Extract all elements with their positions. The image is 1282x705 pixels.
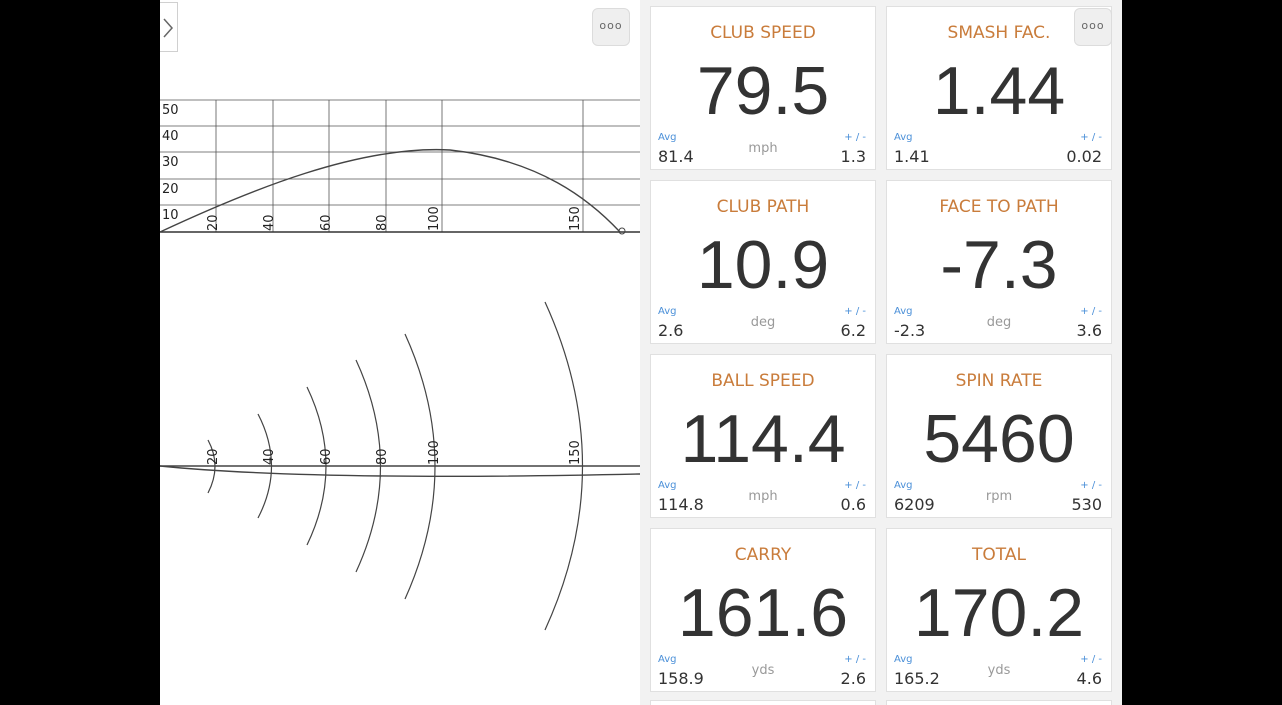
metric-unit: rpm [985,489,1013,504]
trajectory-panel: ooo [160,0,640,705]
arc-tick: 150 [568,440,583,465]
metric-title: CARRY [734,545,792,565]
metric-unit: yds [987,663,1011,678]
deviation-value: 530 [1071,495,1102,514]
top-view-chart: 20 40 60 80 100 150 [160,301,640,631]
plus-minus-label: + / - [844,654,866,665]
next-card-row [650,700,1112,705]
plus-minus-label: + / - [1080,480,1102,491]
height-tick: 40 [162,129,179,144]
distance-tick: 40 [262,214,277,231]
avg-value: 158.9 [658,669,704,688]
deviation-value: 4.6 [1076,669,1102,688]
metric-card-ball-speed[interactable]: BALL SPEED 114.4 Avg + / - 114.8 mph 0.6 [650,354,876,518]
arc-tick: 20 [206,448,221,465]
metric-title: CLUB PATH [716,197,810,217]
avg-value: 114.8 [658,495,704,514]
metric-title: FACE TO PATH [939,197,1059,217]
avg-value: -2.3 [894,321,926,340]
avg-label: Avg [894,480,913,491]
metric-unit: yds [751,663,775,678]
metric-unit: deg [750,315,776,330]
plus-minus-label: + / - [1080,654,1102,665]
plus-minus-label: + / - [1080,132,1102,143]
metric-card-spin-rate[interactable]: SPIN RATE 5460 Avg + / - 6209 rpm 530 [886,354,1112,518]
avg-label: Avg [894,654,913,665]
avg-value: 81.4 [658,147,694,166]
metric-card-partial[interactable] [650,700,876,705]
plus-minus-label: + / - [1080,306,1102,317]
metric-card-total[interactable]: TOTAL 170.2 Avg + / - 165.2 yds 4.6 [886,528,1112,692]
metric-unit: deg [986,315,1012,330]
metric-unit: mph [748,141,778,156]
metric-value: 1.44 [932,53,1066,129]
metric-title: TOTAL [972,545,1026,565]
avg-value: 6209 [894,495,935,514]
metric-card-club-path[interactable]: CLUB PATH 10.9 Avg + / - 2.6 deg 6.2 [650,180,876,344]
metric-card-club-speed[interactable]: CLUB SPEED 79.5 Avg + / - 81.4 mph 1.3 [650,6,876,170]
arc-tick: 100 [427,440,442,465]
metric-title: SPIN RATE [955,371,1043,391]
plus-minus-label: + / - [844,480,866,491]
more-dots-icon: ooo [1081,19,1105,32]
height-tick: 10 [162,208,179,223]
plus-minus-label: + / - [844,132,866,143]
avg-value: 1.41 [894,147,930,166]
right-more-options-button[interactable]: ooo [1074,8,1112,46]
deviation-value: 0.02 [1066,147,1102,166]
app-screen: ooo [160,0,1122,705]
height-tick: 20 [162,182,179,197]
metric-value: 170.2 [913,575,1085,651]
metric-unit: mph [748,489,778,504]
distance-tick: 80 [375,214,390,231]
avg-value: 165.2 [894,669,940,688]
side-view-chart: 50 40 30 20 10 20 40 60 80 100 150 [160,99,640,235]
height-tick: 30 [162,155,179,170]
trajectory-charts: 50 40 30 20 10 20 40 60 80 100 150 [160,99,640,631]
metric-value: 114.4 [680,401,846,477]
deviation-value: 0.6 [840,495,866,514]
arc-tick: 60 [319,448,334,465]
deviation-value: 3.6 [1076,321,1102,340]
metric-value: 161.6 [677,575,849,651]
metric-value: 5460 [923,401,1075,477]
metric-card-face-to-path[interactable]: FACE TO PATH -7.3 Avg + / - -2.3 deg 3.6 [886,180,1112,344]
metric-title: SMASH FAC. [947,23,1051,43]
avg-label: Avg [894,306,913,317]
distance-tick: 150 [568,206,583,231]
plus-minus-label: + / - [844,306,866,317]
more-dots-icon: ooo [599,19,623,32]
metric-title: BALL SPEED [711,371,815,391]
expand-panel-button[interactable] [160,2,178,52]
deviation-value: 2.6 [840,669,866,688]
ball-landing-marker [618,227,626,235]
side-trajectory-line [160,148,621,233]
distance-tick: 20 [206,214,221,231]
distance-tick: 100 [427,206,442,231]
top-trajectory-line [160,465,640,478]
metric-card-carry[interactable]: CARRY 161.6 Avg + / - 158.9 yds 2.6 [650,528,876,692]
metric-card-partial[interactable] [886,700,1112,705]
metric-value: 10.9 [696,227,830,303]
left-more-options-button[interactable]: ooo [592,8,630,46]
chevron-right-icon [163,18,174,38]
avg-label: Avg [658,132,677,143]
avg-label: Avg [658,306,677,317]
metrics-panel: CLUB SPEED 79.5 Avg + / - 81.4 mph 1.3 S… [640,0,1122,705]
avg-label: Avg [658,654,677,665]
metric-value: 79.5 [696,53,830,129]
avg-value: 2.6 [658,321,684,340]
avg-label: Avg [894,132,913,143]
metric-title: CLUB SPEED [710,23,816,43]
height-tick: 50 [162,103,179,118]
metric-value: -7.3 [940,227,1058,303]
deviation-value: 1.3 [840,147,866,166]
avg-label: Avg [658,480,677,491]
distance-tick: 60 [319,214,334,231]
arc-tick: 80 [375,448,390,465]
arc-tick: 40 [262,448,277,465]
deviation-value: 6.2 [840,321,866,340]
